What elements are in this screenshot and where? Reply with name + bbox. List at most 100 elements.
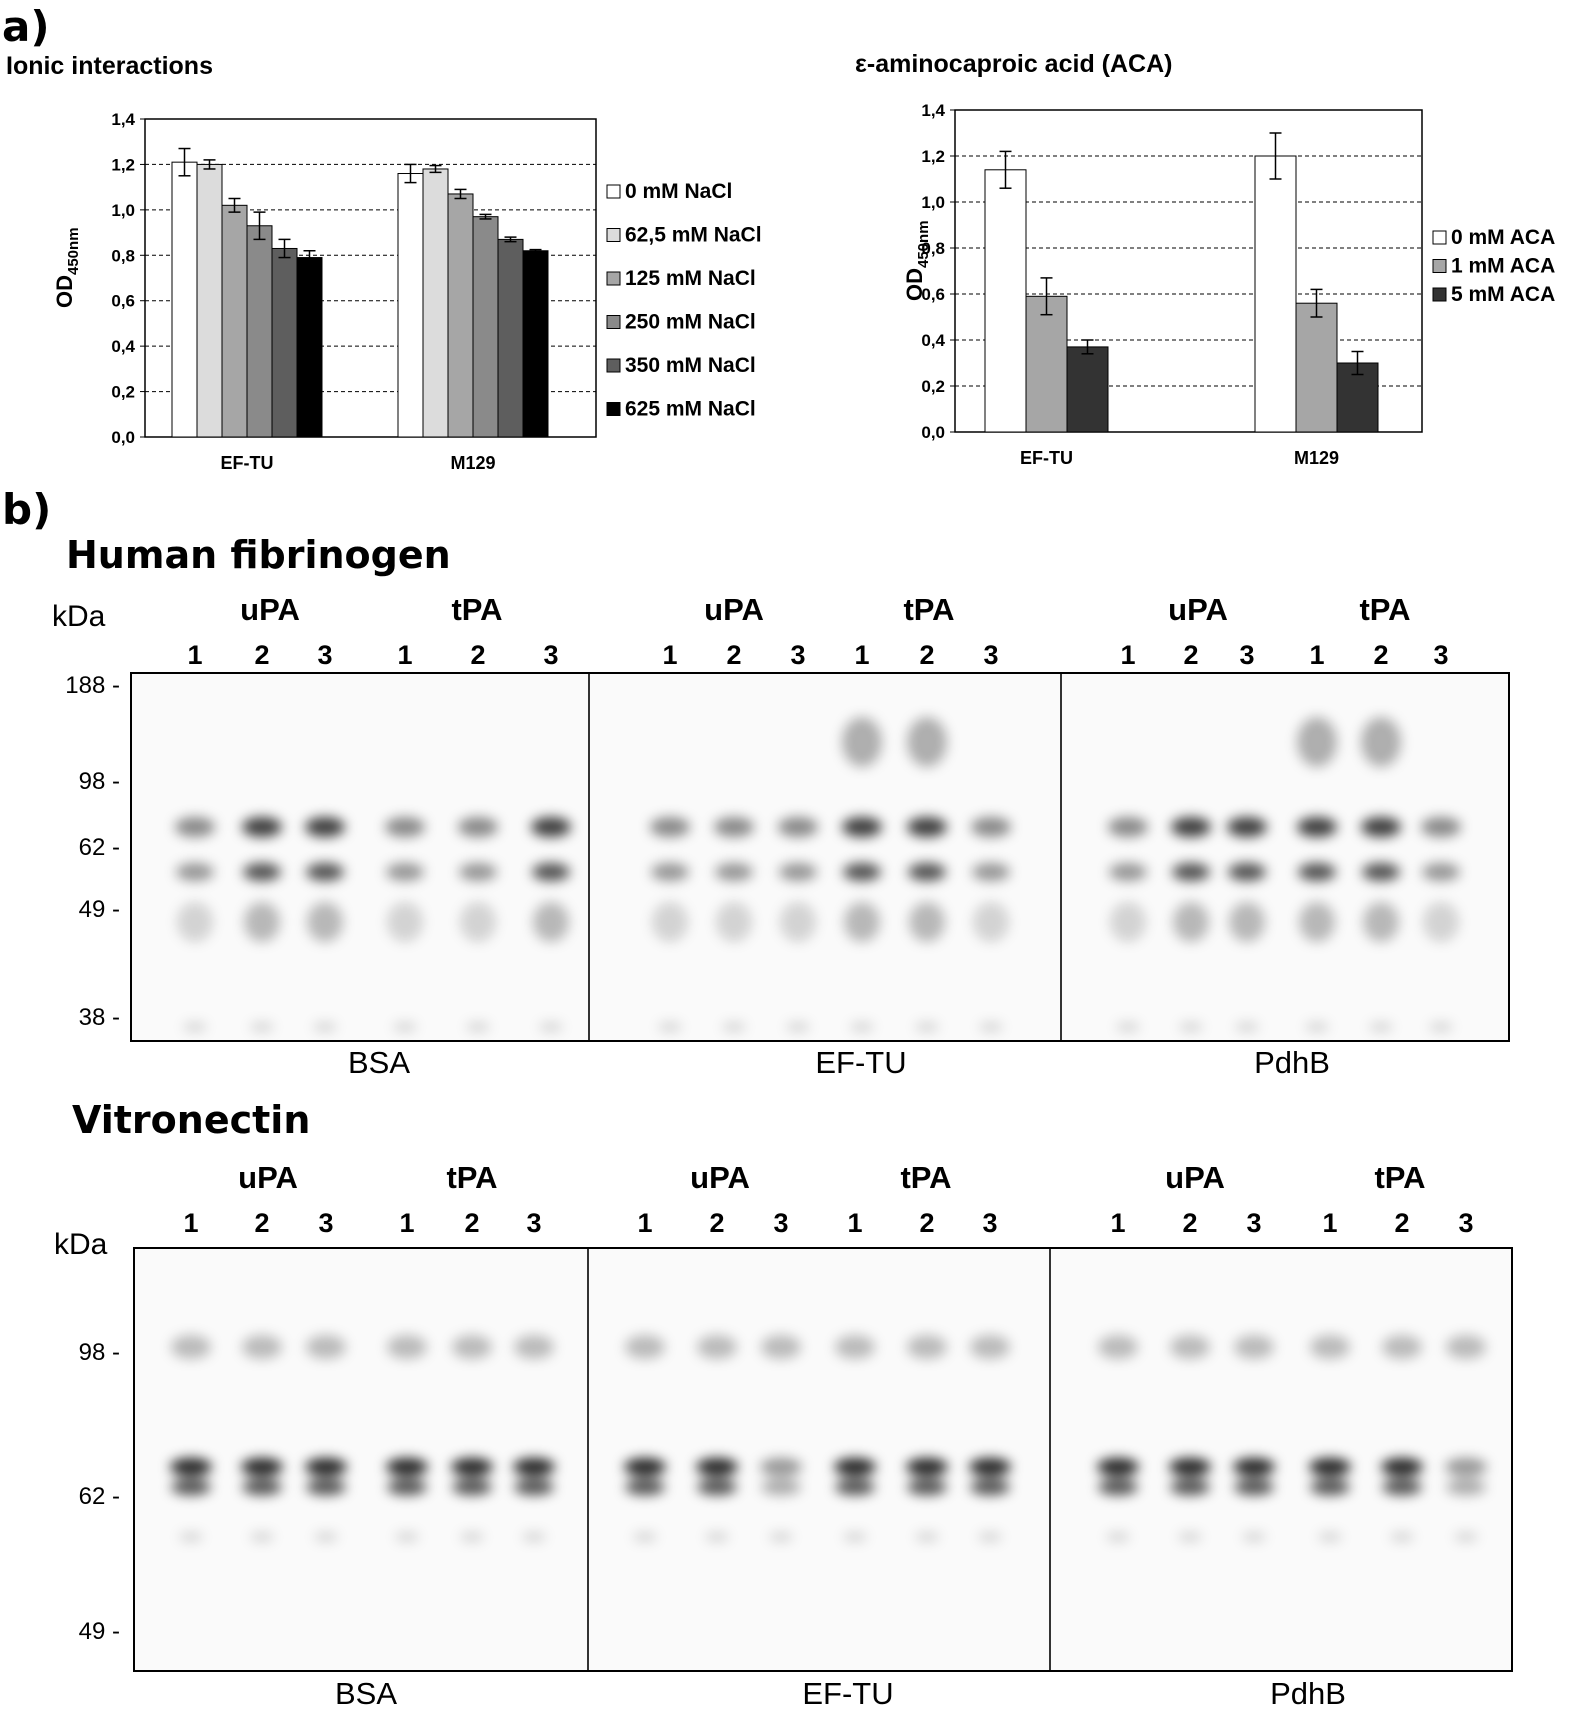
blot-background — [133, 1247, 1513, 1672]
protein-band — [1369, 1022, 1393, 1032]
protein-band — [714, 817, 754, 837]
lane-number: 3 — [1433, 640, 1449, 670]
mw-marker: 98 - — [78, 1339, 120, 1366]
protein-band — [1298, 863, 1336, 881]
protein-band — [386, 1458, 428, 1476]
lane-number: 1 — [854, 640, 870, 670]
protein-band — [651, 863, 689, 881]
y-axis-label: OD450nm — [52, 227, 82, 308]
blot-panel-label: BSA — [347, 1045, 411, 1080]
protein-band — [313, 1022, 337, 1032]
protein-band — [779, 863, 817, 881]
protein-band — [716, 902, 752, 942]
protein-band — [907, 817, 947, 837]
lane-group-label: tPA — [903, 592, 955, 627]
legend-swatch — [606, 271, 621, 286]
protein-band — [907, 1479, 947, 1495]
protein-band — [1229, 902, 1265, 942]
bar — [497, 238, 524, 438]
blot-1-title: Human fibrinogen — [66, 533, 451, 577]
blot-panel-label: BSA — [334, 1676, 398, 1711]
legend-swatch — [1432, 287, 1447, 302]
y-tick-label: 0,4 — [921, 331, 945, 350]
protein-band — [460, 902, 496, 942]
protein-band — [1228, 863, 1266, 881]
protein-band — [625, 1335, 665, 1359]
lane-number: 3 — [318, 1208, 334, 1238]
protein-band — [176, 863, 214, 881]
protein-band — [1110, 902, 1146, 942]
bar — [1295, 302, 1338, 433]
protein-band — [1106, 1532, 1130, 1542]
protein-band — [513, 1458, 555, 1476]
protein-band — [1309, 1458, 1351, 1476]
y-tick-label: 0,8 — [921, 239, 945, 258]
protein-band — [179, 1532, 203, 1542]
x-category-label: EF-TU — [221, 453, 274, 473]
lane-number: 2 — [254, 640, 270, 670]
protein-band — [539, 1022, 563, 1032]
protein-band — [652, 902, 688, 942]
y-tick-label: 0,8 — [111, 246, 135, 265]
protein-band — [760, 1458, 802, 1476]
protein-band — [969, 1458, 1011, 1476]
legend-swatch — [606, 228, 621, 242]
bar — [422, 168, 449, 438]
mw-marker: 62 - — [78, 1483, 120, 1510]
protein-band — [843, 1532, 867, 1542]
lane-group-label: uPA — [690, 1160, 750, 1195]
protein-band — [1108, 817, 1148, 837]
y-tick-label: 1,4 — [111, 110, 135, 129]
y-tick-label: 0,2 — [921, 377, 945, 396]
protein-band — [1429, 1022, 1453, 1032]
legend-entry: 250 mM NaCl — [625, 311, 756, 334]
protein-band — [625, 1479, 665, 1495]
protein-band — [1172, 863, 1210, 881]
protein-band — [458, 817, 498, 837]
protein-band — [915, 1022, 939, 1032]
lane-number: 1 — [847, 1208, 863, 1238]
aca-chart: 0,0 0,2 0,4 0,6 0,8 1,0 1,2 1,4 OD450nm EF-TU M129… — [902, 101, 1555, 468]
lane-number: 1 — [187, 640, 203, 670]
legend-swatch — [606, 358, 621, 373]
protein-band — [786, 1022, 810, 1032]
protein-band — [1318, 1532, 1342, 1542]
protein-band — [1382, 1479, 1422, 1495]
lane-number: 3 — [983, 640, 999, 670]
lane-group-label: uPA — [1168, 592, 1228, 627]
lane-number: 2 — [254, 1208, 270, 1238]
protein-band — [514, 1335, 554, 1359]
protein-band — [171, 1479, 211, 1495]
lane-number: 3 — [1246, 1208, 1262, 1238]
bar — [522, 250, 549, 438]
protein-band — [1361, 817, 1401, 837]
protein-band — [1234, 1479, 1274, 1495]
y-tick-label: 0,6 — [111, 292, 135, 311]
y-tick-label: 1,0 — [111, 201, 135, 220]
blot-panel-label: PdhB — [1254, 1045, 1330, 1080]
protein-band — [1170, 1479, 1210, 1495]
y-tick-label: 0,2 — [111, 383, 135, 402]
lane-number: 3 — [982, 1208, 998, 1238]
bar — [1025, 295, 1068, 433]
protein-band — [514, 1479, 554, 1495]
protein-band — [1423, 902, 1459, 942]
lane-number: 3 — [526, 1208, 542, 1238]
protein-band — [1382, 1335, 1422, 1359]
protein-band — [842, 817, 882, 837]
protein-band — [1422, 863, 1460, 881]
protein-band — [835, 1335, 875, 1359]
protein-band — [532, 863, 570, 881]
protein-band — [769, 1532, 793, 1542]
plot-frame — [954, 109, 1423, 433]
lane-number: 2 — [1373, 640, 1389, 670]
fibrinogen-blot-image — [130, 672, 1510, 1042]
y-tick-label: 0,6 — [921, 285, 945, 304]
lane-number: 1 — [397, 640, 413, 670]
protein-band — [843, 863, 881, 881]
panel-b-label: b) — [2, 485, 52, 534]
protein-band — [971, 817, 1011, 837]
protein-band — [972, 863, 1010, 881]
lane-number: 2 — [1182, 1208, 1198, 1238]
bar — [1066, 346, 1109, 433]
